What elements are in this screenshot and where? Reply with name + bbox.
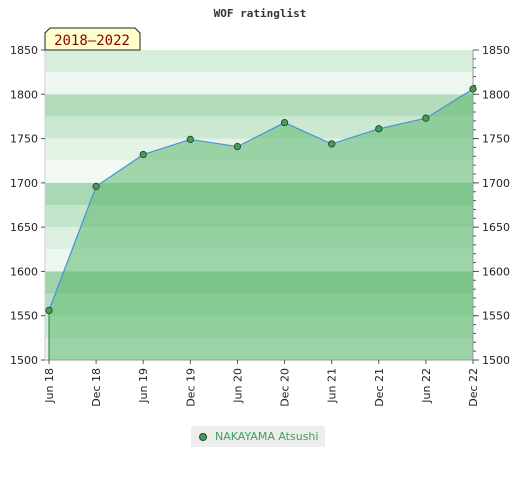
y-tick-label-right: 1700 xyxy=(482,177,510,190)
background-band xyxy=(45,72,473,95)
x-tick-label: Jun 19 xyxy=(137,368,150,404)
y-tick-label-right: 1850 xyxy=(482,44,510,57)
y-tick-label-left: 1600 xyxy=(10,265,38,278)
y-tick-label-right: 1750 xyxy=(482,133,510,146)
chart-title: WOF ratinglist xyxy=(214,7,307,20)
legend-marker-icon xyxy=(199,432,207,441)
period-badge: 2018–2022 xyxy=(44,27,141,51)
y-tick-label-left: 1650 xyxy=(10,221,38,234)
rating-area xyxy=(49,88,473,360)
legend: NAKAYAMA Atsushi xyxy=(191,426,326,447)
period-badge-shape xyxy=(44,27,141,51)
background-band xyxy=(45,94,473,117)
y-tick-label-left: 1700 xyxy=(10,177,38,190)
data-point xyxy=(92,182,100,191)
y-tick-label-right: 1650 xyxy=(482,221,510,234)
data-point xyxy=(375,125,383,133)
x-tick-label: Dec 18 xyxy=(90,368,103,407)
data-point xyxy=(139,150,147,159)
y-tick-label-right: 1550 xyxy=(482,310,510,323)
legend-label: NAKAYAMA Atsushi xyxy=(215,430,319,443)
data-point xyxy=(422,114,430,122)
data-point xyxy=(186,135,194,144)
x-tick-label: Jun 18 xyxy=(43,368,56,404)
y-tick-label-right: 1500 xyxy=(482,354,510,367)
y-tick-label-right: 1800 xyxy=(482,88,510,101)
y-tick-label-left: 1550 xyxy=(10,310,38,323)
axes: 1500 1500 1550 1550 1600 1600 1650 1650 1700 1700… xyxy=(10,44,510,407)
data-point xyxy=(280,118,289,127)
background-band xyxy=(45,50,473,73)
rating-line xyxy=(48,88,474,311)
x-tick-label: Jun 20 xyxy=(231,368,244,404)
period-badge-label: 2018–2022 xyxy=(54,33,130,49)
y-tick-label-left: 1800 xyxy=(10,88,38,101)
data-point xyxy=(469,85,477,93)
data-point xyxy=(328,140,336,148)
y-tick-label-right: 1600 xyxy=(482,265,510,278)
data-points xyxy=(45,85,477,315)
x-tick-label: Dec 21 xyxy=(373,368,386,407)
y-tick-label-left: 1850 xyxy=(10,44,38,57)
y-tick-label-left: 1500 xyxy=(10,354,38,367)
x-tick-label: Jun 21 xyxy=(326,368,339,404)
x-tick-label: Dec 20 xyxy=(279,368,292,407)
y-tick-label-left: 1750 xyxy=(10,133,38,146)
data-point xyxy=(233,142,242,151)
x-tick-label: Jun 22 xyxy=(420,368,433,404)
x-tick-label: Dec 19 xyxy=(184,368,197,407)
x-tick-label: Dec 22 xyxy=(467,368,480,407)
data-point xyxy=(45,306,53,315)
